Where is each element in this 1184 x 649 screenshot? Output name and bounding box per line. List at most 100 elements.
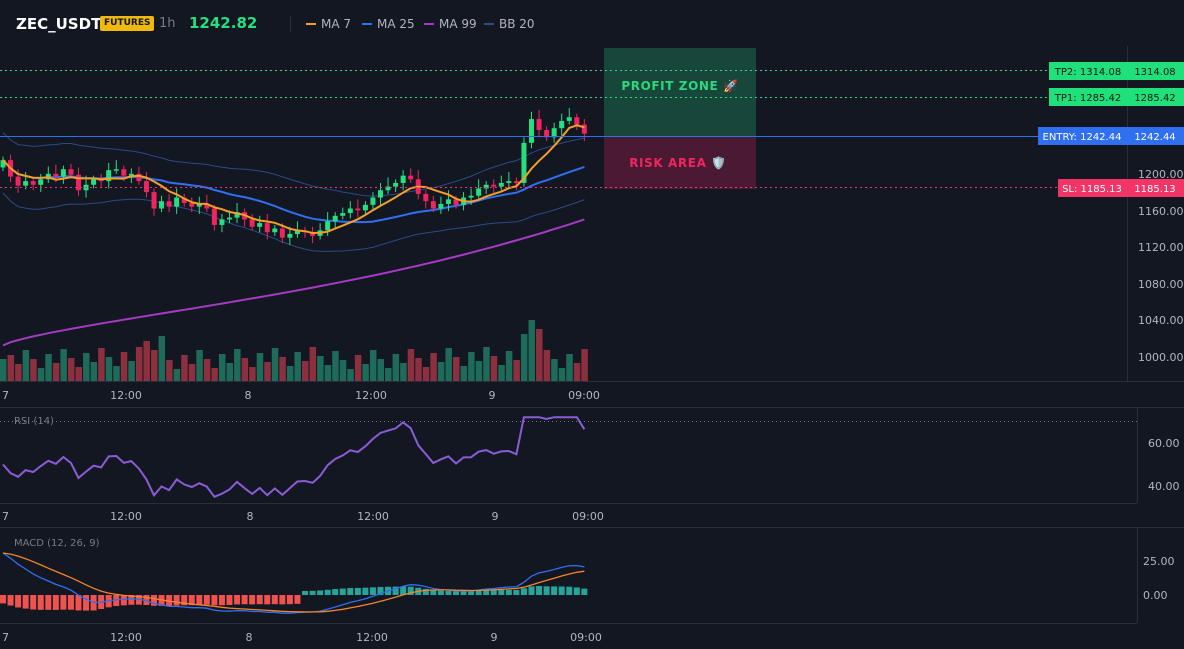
candle-body (513, 181, 519, 183)
macd-hist-bar (558, 586, 565, 595)
candle-body (370, 197, 376, 205)
ma7-path (2, 124, 585, 235)
volume-bar (453, 357, 460, 381)
symbol-name[interactable]: ZEC_USDT (16, 15, 102, 33)
macd-hist-bar (166, 595, 173, 606)
macd-hist-bar (581, 588, 588, 595)
ma25-path (2, 159, 585, 224)
time-axis-label: 9 (492, 510, 499, 523)
candle-body (38, 179, 44, 185)
volume-bar (468, 352, 475, 381)
macd-hist-bar (332, 589, 339, 595)
legend-ma25[interactable]: MA 25 (362, 16, 415, 32)
rsi-axis-label: 40.00 (1148, 480, 1180, 493)
macd-lines (2, 552, 585, 614)
candle-body (159, 201, 165, 209)
volume-bar (128, 361, 135, 381)
candle-body (544, 130, 550, 138)
macd-hist-bar (347, 588, 354, 595)
candle-body (121, 169, 127, 176)
ma25-line (2, 159, 585, 224)
candle-body (400, 175, 406, 183)
macd-hist-bar (52, 595, 59, 610)
macd-hist-bar (362, 587, 369, 595)
volume-bar (294, 352, 301, 381)
volume-bar (98, 348, 105, 381)
time-axis-label: 12:00 (110, 389, 142, 402)
time-axis-label: 12:00 (356, 631, 388, 644)
macd-hist-bar (309, 590, 316, 595)
tp1-axis-text: 1285.42 (1134, 93, 1175, 104)
volume-bar (7, 355, 15, 381)
candle-body (483, 184, 489, 189)
macd-hist-bar (551, 586, 558, 595)
volume-bar (332, 351, 339, 381)
candle-body (385, 186, 391, 191)
volume-bar (226, 363, 233, 381)
candle-body (257, 223, 263, 227)
time-axis-label: 8 (247, 510, 254, 523)
macd-path (2, 552, 585, 614)
volume-bar (551, 359, 558, 381)
candle-body (234, 212, 240, 218)
volume-bar (407, 349, 415, 381)
volume-bar (543, 350, 551, 381)
macd-hist-bar (15, 595, 22, 608)
tp1-tag (1049, 88, 1127, 106)
macd-hist-bar (543, 586, 550, 595)
macd-hist-bar (475, 590, 482, 595)
volume-bar (113, 366, 120, 381)
candle-body (536, 119, 542, 131)
volume-bar (347, 369, 354, 381)
time-axis-label: 7 (2, 389, 9, 402)
rsi-line (2, 416, 586, 499)
candle-body (113, 169, 119, 171)
bb-lower-path (2, 192, 585, 252)
volume-bar (90, 362, 98, 381)
risk-zone-label: RISK AREA 🛡️ (629, 156, 727, 170)
macd-hist-bar (7, 595, 14, 606)
legend-ma99-label: MA 99 (439, 17, 477, 31)
candle-body (219, 219, 225, 225)
last-price: 1242.82 (189, 14, 258, 32)
macd-hist-bar (392, 586, 399, 595)
volume-bar (385, 368, 392, 381)
candle-body (310, 232, 316, 236)
tp2-tag-text: TP2: 1314.08 (1054, 67, 1121, 78)
volume-bar (60, 349, 67, 381)
candle-body (347, 208, 353, 214)
volume-bar (30, 359, 37, 381)
sl-tag (1058, 179, 1127, 197)
sl-axis-tag (1127, 179, 1184, 197)
tp1-axis-tag (1127, 88, 1184, 106)
legend-ma7[interactable]: MA 7 (306, 16, 351, 32)
macd-hist-bar (60, 595, 67, 610)
legend-bb20[interactable]: BB 20 (484, 16, 535, 32)
rsi-label: RSI (14) (14, 416, 54, 427)
macd-hist-bar (226, 595, 233, 605)
volume-bar (151, 350, 158, 381)
candle-body (68, 169, 74, 175)
ma25-swatch-icon (362, 22, 372, 25)
macd-hist-bar (513, 589, 520, 595)
candle-body (581, 124, 587, 134)
timeframe-label[interactable]: 1h (159, 16, 176, 31)
candle-body (566, 117, 572, 121)
candle-body (204, 203, 210, 209)
legend-ma99[interactable]: MA 99 (424, 16, 477, 32)
candle-body (423, 193, 429, 202)
candle-body (362, 204, 368, 211)
sl-axis-text: 1185.13 (1134, 184, 1175, 195)
macd-hist-bar (279, 595, 286, 605)
candle-body (378, 190, 383, 198)
volume-bar (430, 353, 437, 381)
macd-hist-bar (113, 595, 120, 607)
candle-body (272, 228, 278, 233)
ma7-line (2, 124, 585, 235)
ma99-line (2, 218, 585, 347)
candle-body (53, 173, 59, 177)
volume-bar (120, 352, 128, 381)
entry-tag (1038, 127, 1127, 145)
macd-label: MACD (12, 26, 9) (14, 538, 100, 549)
